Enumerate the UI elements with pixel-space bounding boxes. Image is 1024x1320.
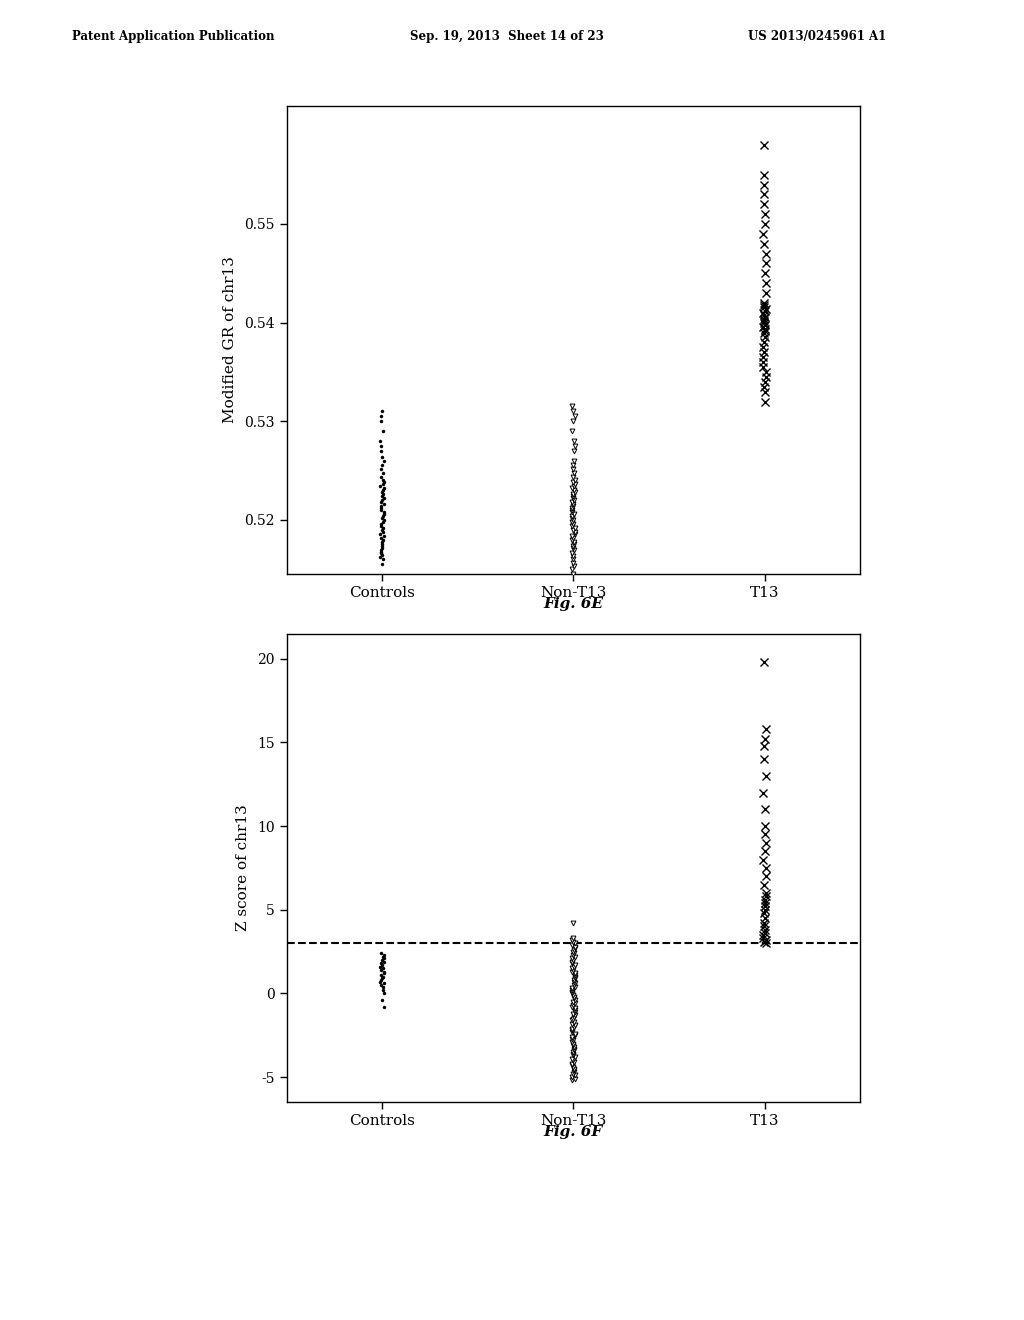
Text: US 2013/0245961 A1: US 2013/0245961 A1 <box>748 30 886 44</box>
Text: Sep. 19, 2013  Sheet 14 of 23: Sep. 19, 2013 Sheet 14 of 23 <box>410 30 603 44</box>
Text: Patent Application Publication: Patent Application Publication <box>72 30 274 44</box>
Text: Fig. 6F: Fig. 6F <box>544 1125 603 1139</box>
Y-axis label: Modified GR of chr13: Modified GR of chr13 <box>223 256 238 424</box>
Text: Fig. 6E: Fig. 6E <box>544 597 603 611</box>
Y-axis label: Z score of chr13: Z score of chr13 <box>237 804 250 932</box>
